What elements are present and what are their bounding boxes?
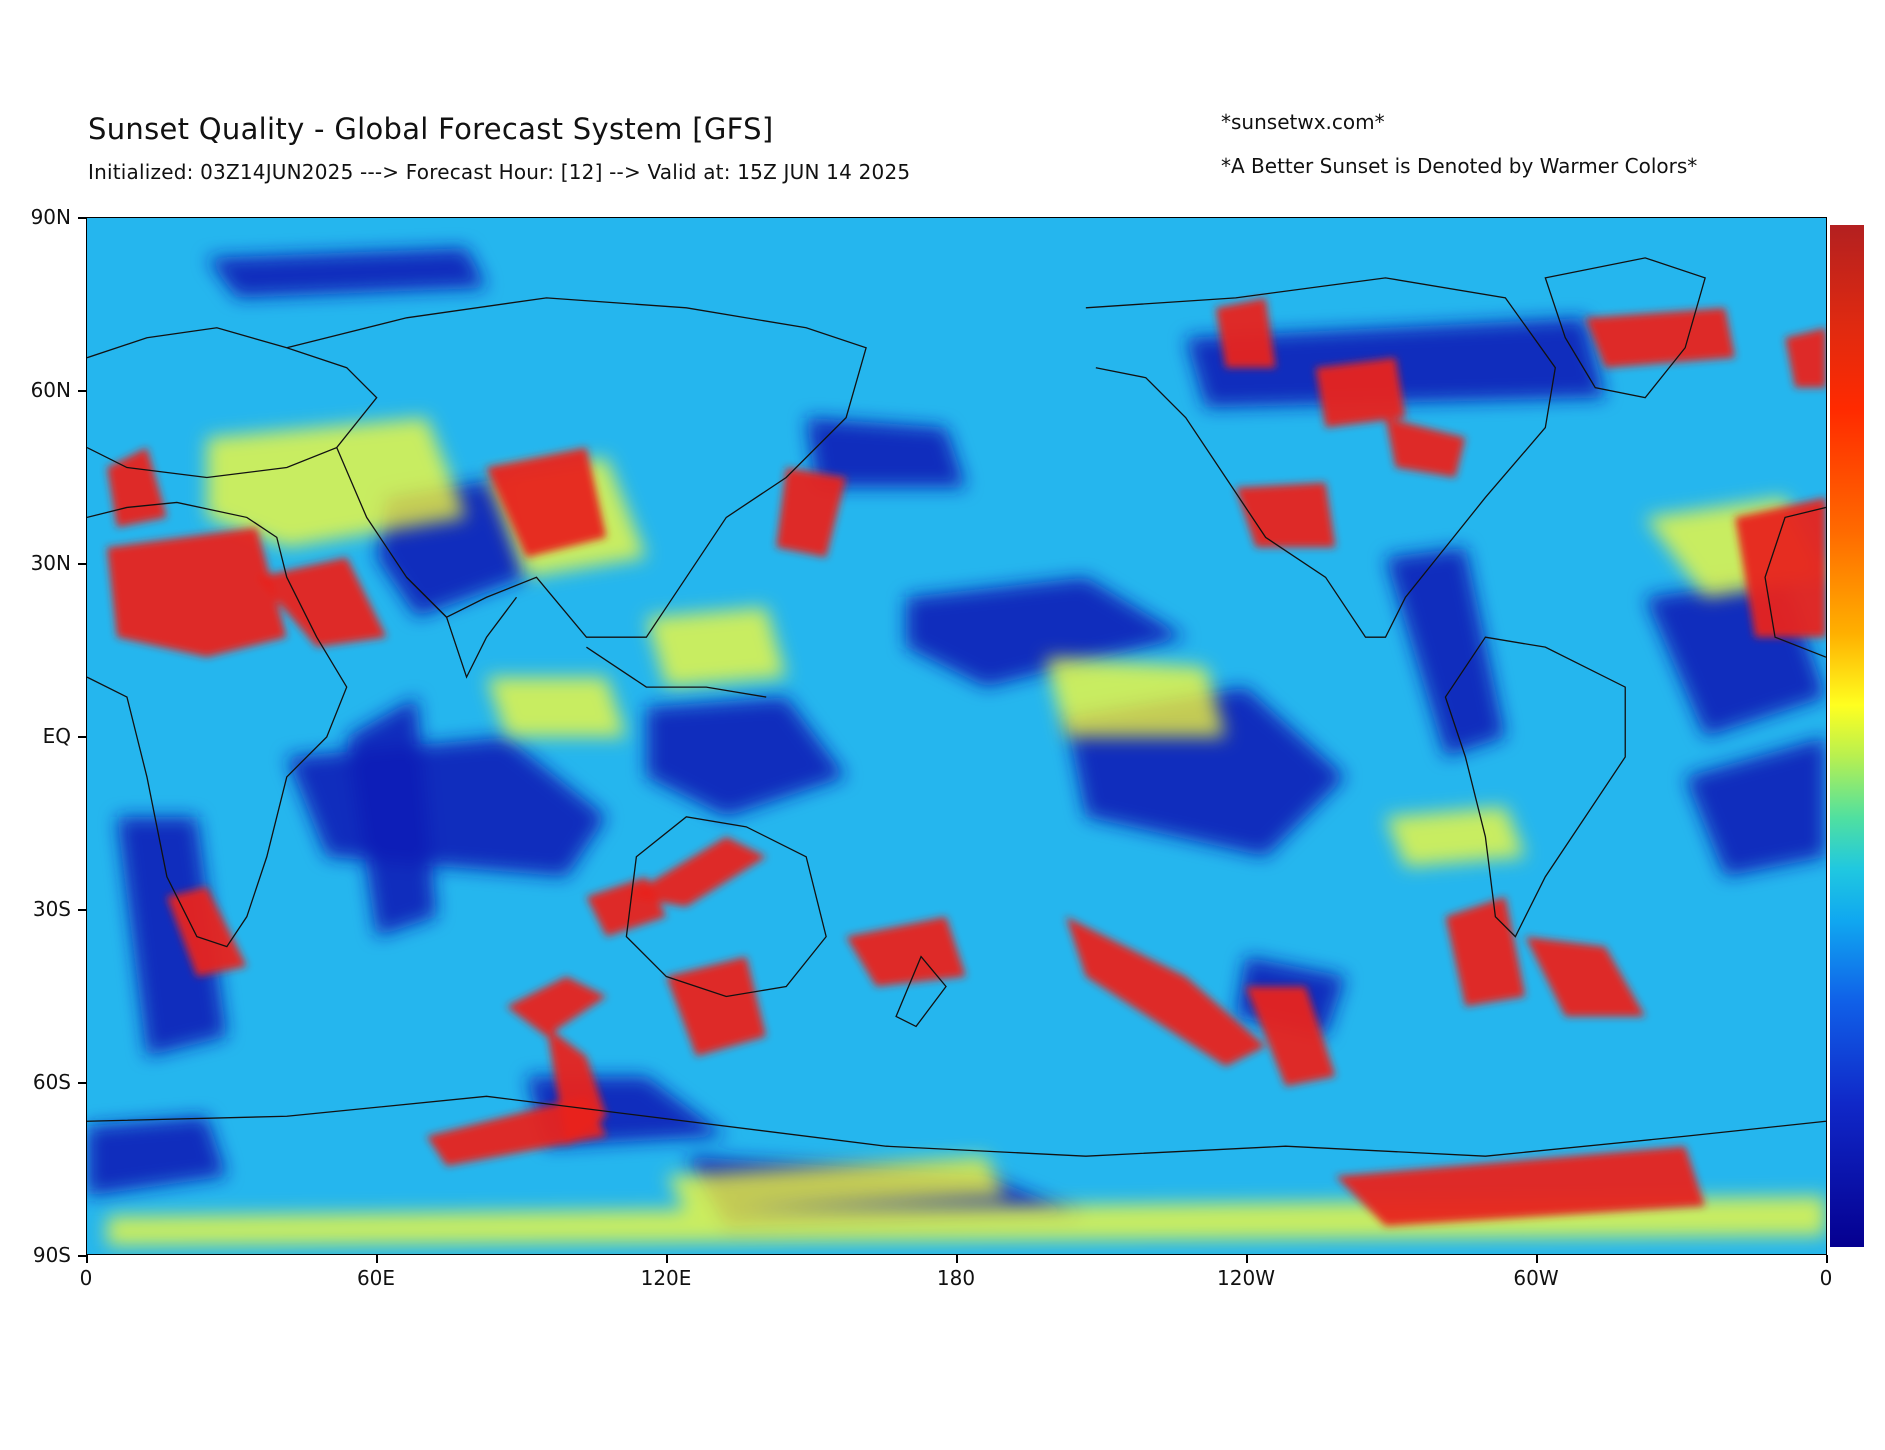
low-quality-blob [906,577,1186,688]
high-quality-blob [1315,357,1406,428]
lon-label-180: 180 [936,1266,976,1290]
high-quality-blob [1585,307,1736,368]
high-quality-blob [1785,327,1826,388]
mid-quality-blob [1045,657,1226,737]
low-quality-blob [87,1116,227,1197]
high-quality-blob [1525,936,1646,1017]
high-quality-blob [106,527,287,658]
credit-text: *sunsetwx.com* [1221,110,1385,134]
lat-label-60s: 60S [32,1070,71,1094]
coastlines [87,257,1826,1157]
tick-mark-180 [956,1255,958,1263]
high-quality-blob [1235,482,1336,548]
high-quality-blob [1245,986,1336,1087]
lat-label-60n: 60N [30,378,71,402]
mid-quality-blob [666,1156,1006,1212]
high-quality-blob [506,976,607,1037]
tick-mark-120w [1246,1255,1248,1263]
mid-quality-blob [206,417,467,548]
tick-mark-30s [78,909,86,911]
high-quality-blob [1445,896,1526,1007]
lon-label-60e: 60E [356,1266,396,1290]
low-quality-blob [346,697,437,937]
tick-mark-90s [78,1255,86,1257]
lon-label-0-end: 0 [1819,1266,1833,1290]
tick-mark-30n [78,563,86,565]
map-subtitle: Initialized: 03Z14JUN2025 ---> Forecast … [88,160,911,184]
low-quality-blob [116,816,227,1057]
lat-label-90n: 90N [30,205,71,229]
high-quality-blob [106,447,167,528]
high-quality-blob [846,916,966,987]
map-title: Sunset Quality - Global Forecast System … [88,112,774,146]
lat-label-30s: 30S [32,897,71,921]
sunset-quality-field [87,218,1826,1254]
tick-mark-60e [376,1255,378,1263]
high-quality-blob [486,447,607,558]
high-quality-blob [1065,916,1266,1067]
tick-mark-60n [78,390,86,392]
high-quality-blob [626,836,767,907]
tick-mark-60w [1536,1255,1538,1263]
lat-label-30n: 30N [30,551,71,575]
colorbar [1830,225,1864,1247]
tick-mark-eq [78,736,86,738]
tick-mark-90n [78,217,86,219]
mid-quality-blob [1385,806,1526,867]
low-quality-blob [1685,736,1826,877]
high-quality-blob [776,467,847,558]
mid-quality-blob [646,607,787,688]
high-quality-blob [1735,497,1826,638]
lon-label-120e: 120E [640,1266,692,1290]
low-quality-blob [646,697,847,817]
high-quality-blob [1215,297,1276,368]
lon-label-0: 0 [79,1266,93,1290]
high-quality-blob [256,557,387,648]
lon-label-120w: 120W [1217,1266,1275,1290]
lat-label-eq: EQ [42,724,71,748]
low-quality-blob [1385,547,1506,757]
tick-mark-120e [666,1255,668,1263]
lat-label-90s: 90S [32,1243,71,1267]
tick-mark-0-end [1826,1255,1828,1263]
mid-quality-blob [486,677,627,737]
high-quality-regions [106,297,1826,1227]
forecast-map [86,217,1827,1255]
high-quality-blob [1385,417,1466,478]
color-note: *A Better Sunset is Denoted by Warmer Co… [1221,154,1698,178]
high-quality-blob [426,1096,607,1167]
lon-label-60w: 60W [1513,1266,1559,1290]
low-quality-blob [806,417,966,488]
high-quality-blob [166,886,247,977]
tick-mark-60s [78,1082,86,1084]
tick-mark-0 [86,1255,88,1263]
high-quality-blob [1335,1146,1706,1227]
low-quality-blob [206,247,487,298]
high-quality-blob [666,956,767,1057]
